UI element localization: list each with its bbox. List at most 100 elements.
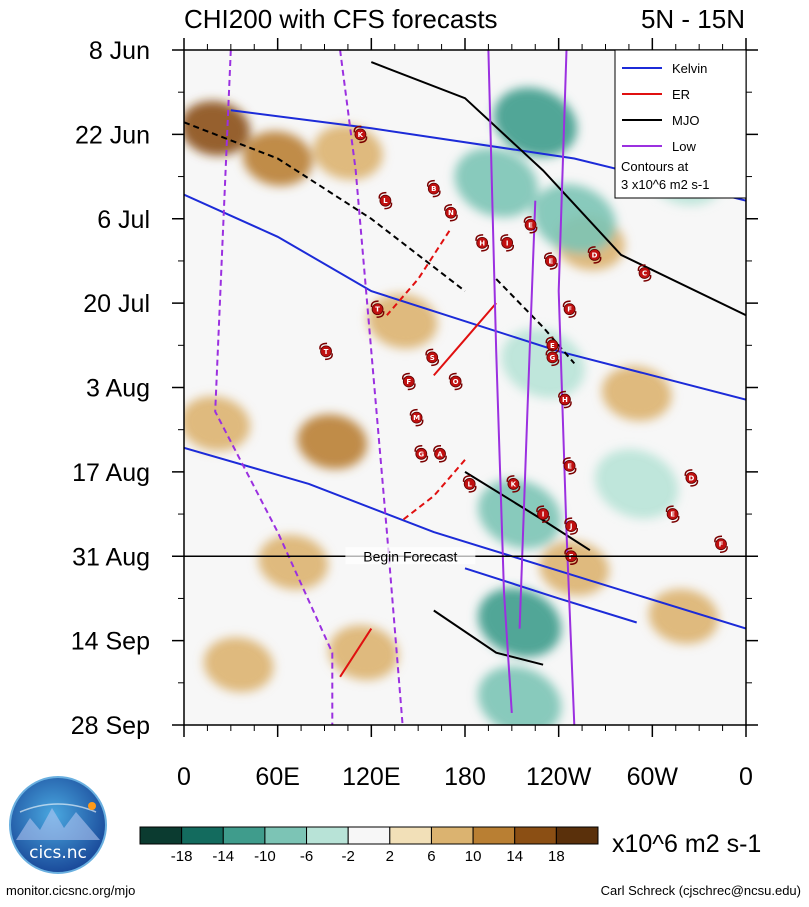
storm-marker: K (506, 475, 521, 493)
y-axis: 8 Jun 22 Jun 6 Jul 20 Jul 3 Aug 17 Aug 31 Aug 1… (71, 37, 758, 740)
storm-swirl (500, 234, 515, 252)
x-tick-label: 120E (342, 763, 400, 791)
storm-dot (426, 351, 439, 364)
storm-letter: F (567, 306, 572, 314)
storm-marker: E (544, 252, 558, 270)
legend: Kelvin ER MJO Low Contours at 3 x10^6 m2 s-… (614, 49, 747, 199)
storm-swirl (558, 390, 572, 409)
storm-marker: O (448, 372, 463, 391)
colorbar-swatch (139, 826, 183, 845)
storm-marker: K (353, 125, 368, 144)
legend-box (614, 49, 747, 199)
field-feature-negative (501, 328, 585, 399)
kelvin-contour (464, 567, 637, 624)
storm-swirl (433, 445, 447, 463)
x-tick-label: 60E (255, 763, 299, 791)
storm-letter: E (567, 462, 572, 470)
kelvin-contour (184, 446, 746, 630)
storm-marker: G (545, 348, 560, 367)
x-tick-label: 180 (444, 763, 486, 791)
storm-swirl (475, 234, 490, 252)
storm-swirl (426, 179, 441, 198)
begin-forecast-label-bg (345, 547, 476, 565)
mjo-contour (495, 278, 576, 365)
storm-marker: H (558, 390, 572, 409)
storm-swirl (414, 445, 429, 463)
colorbar-swatch (555, 826, 599, 845)
legend-note-line2: 3 x10^6 m2 s-1 (621, 177, 709, 192)
field-feature-positive (648, 589, 719, 644)
storm-letter: A (437, 450, 443, 458)
storm-swirl (536, 505, 550, 523)
storm-swirl (425, 348, 440, 367)
low-contour (557, 50, 576, 725)
storm-dot (537, 508, 549, 520)
field-feature-positive (184, 396, 251, 452)
storm-swirl (462, 475, 477, 493)
storm-dot (565, 520, 578, 533)
storm-dot (402, 375, 415, 388)
storm-dot (501, 236, 514, 249)
storm-letter: D (592, 251, 598, 259)
storm-marker: H (475, 234, 490, 252)
colorbar-swatch (430, 826, 474, 845)
storm-dot (638, 267, 651, 279)
logo-mountains (16, 808, 100, 840)
y-tick-label: 3 Aug (86, 375, 150, 403)
y-tick-label: 14 Sep (71, 628, 150, 656)
storm-marker: E (665, 505, 680, 523)
logo-sun (88, 802, 96, 810)
storm-marker: D (587, 246, 602, 264)
colorbar-label: 6 (427, 848, 435, 865)
field-feature-positive (601, 366, 672, 421)
storm-dot (476, 236, 489, 249)
storm-swirl (378, 191, 393, 210)
storm-letter: E (550, 342, 555, 350)
y-tick-label: 6 Jul (97, 206, 150, 234)
storm-swirl (562, 457, 577, 475)
storm-marker: I (500, 234, 515, 252)
field-feature-positive (313, 125, 383, 180)
storm-swirl (637, 264, 652, 282)
storm-letter: D (688, 474, 694, 482)
storm-marker: D (684, 469, 699, 487)
field-feature-negative (477, 479, 562, 549)
begin-forecast-label: Begin Forecast (363, 548, 457, 564)
storm-letter: B (431, 185, 436, 193)
credit-author: Carl Schreck (cjschrec@ncsu.edu) (601, 883, 801, 898)
forecast-marker: Begin Forecast (184, 547, 746, 565)
storm-letter: L (467, 480, 472, 488)
field-feature-positive (258, 534, 329, 590)
storm-dot (415, 447, 428, 460)
er-contour (433, 302, 497, 377)
colorbar-swatch (514, 826, 557, 845)
y-tick-label: 17 Aug (72, 459, 150, 487)
legend-label-low: Low (672, 139, 696, 154)
storm-marker: N (444, 203, 458, 222)
storm-letter: L (383, 197, 388, 205)
storm-marker: F (401, 372, 416, 391)
storm-swirl (444, 203, 458, 222)
storm-letter: E (548, 257, 553, 265)
storm-letter: I (542, 511, 545, 519)
y-tick-label: 31 Aug (72, 543, 150, 571)
mjo-contour (464, 471, 591, 552)
storm-swirl (714, 535, 728, 553)
er-contour (401, 459, 466, 521)
field-feature-negative (454, 147, 538, 218)
storm-dot (427, 182, 440, 195)
storm-letter: I (506, 239, 509, 247)
storm-marker: M (409, 408, 424, 427)
logo-orbit (19, 803, 97, 813)
mjo-contour (433, 609, 544, 666)
storm-swirl (523, 216, 538, 234)
y-tick-label: 20 Jul (83, 290, 150, 318)
storm-dot (685, 472, 698, 484)
storm-swirl (665, 505, 680, 523)
colorbar-label: 10 (465, 848, 482, 865)
storm-marker: F (562, 300, 577, 318)
storm-dot (546, 351, 559, 364)
storm-dot (449, 375, 462, 388)
storm-marker: B (426, 179, 441, 198)
storm-letter: G (418, 450, 424, 458)
